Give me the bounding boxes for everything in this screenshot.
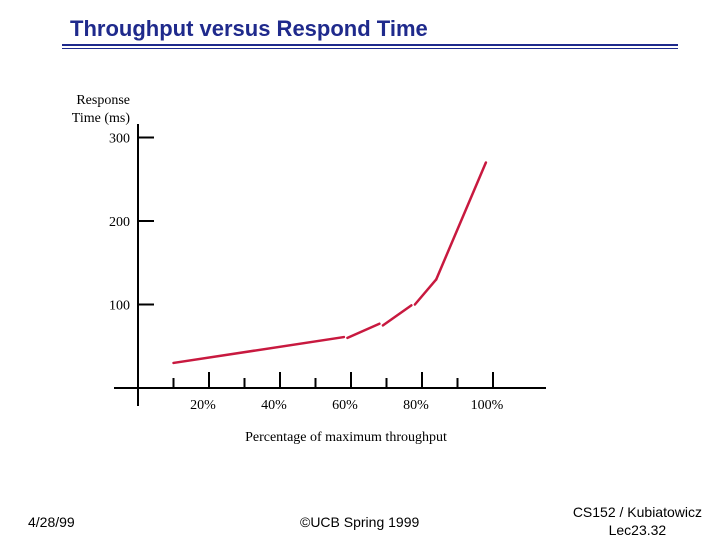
response-curve-segment-3 — [381, 304, 413, 327]
x-tick-label-60: 60% — [332, 398, 358, 413]
y-tick-label-300: 300 — [109, 132, 130, 147]
x-tick-label-80: 80% — [403, 398, 429, 413]
slide-title: Throughput versus Respond Time — [70, 16, 428, 41]
x-tick-label-20: 20% — [190, 398, 216, 413]
response-curve-segment-4 — [413, 278, 438, 306]
y-tick-label-200: 200 — [109, 215, 130, 230]
y-axis-label-line-2: Time (ms) — [72, 111, 131, 126]
footer-course-name: CS152 / Kubiatowicz — [572, 504, 702, 520]
response-curve-segment-2 — [346, 322, 381, 340]
y-axis-label-line-1: Response — [76, 93, 130, 108]
x-tick-label-100: 100% — [471, 398, 504, 413]
footer-course-info: CS152 / Kubiatowicz Lec23.32 — [573, 503, 702, 539]
title-underline — [62, 44, 678, 46]
response-curve-segment-1 — [172, 335, 346, 365]
title-underline-thin — [62, 48, 678, 49]
response-curve-segment-5 — [434, 161, 488, 281]
x-tick-label-40: 40% — [261, 398, 287, 413]
footer-copyright: ©UCB Spring 1999 — [300, 514, 420, 530]
footer-lecture-number: Lec23.32 — [608, 522, 667, 538]
footer-date: 4/28/99 — [28, 514, 75, 530]
y-tick-label-100: 100 — [109, 299, 130, 314]
x-axis-label: Percentage of maximum throughput — [245, 430, 447, 445]
